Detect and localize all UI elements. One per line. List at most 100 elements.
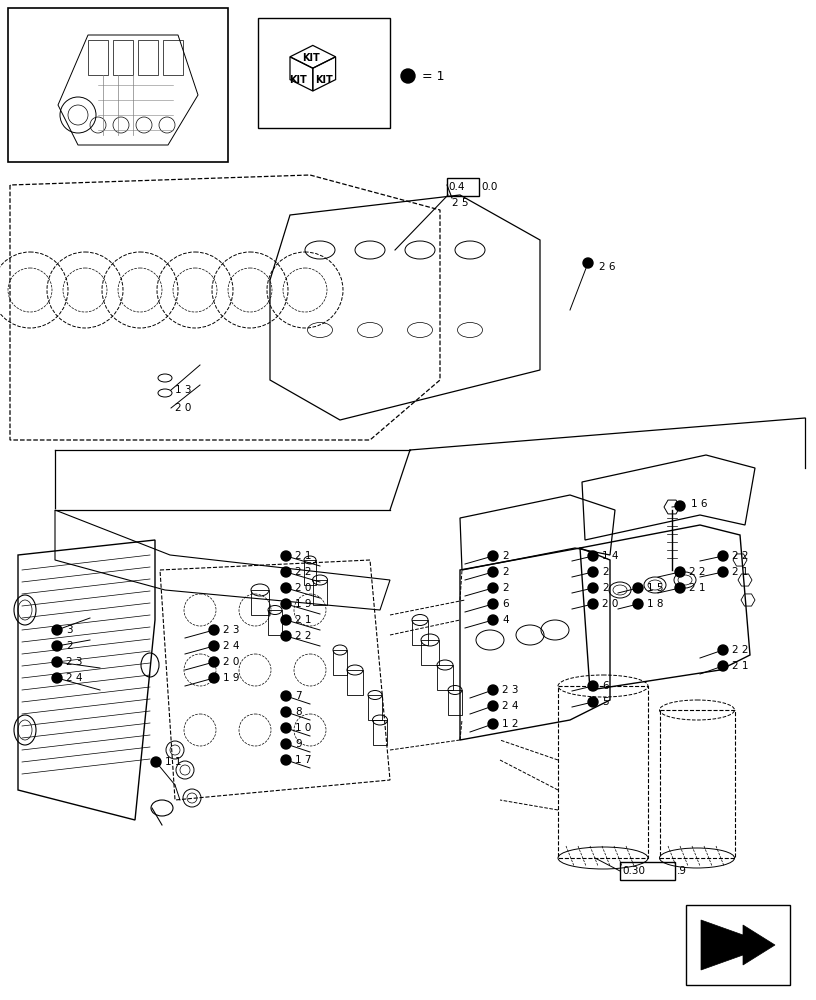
Text: 2 1: 2 1 <box>732 567 748 577</box>
Text: 8: 8 <box>295 707 302 717</box>
Circle shape <box>281 599 291 609</box>
Circle shape <box>209 673 219 683</box>
Text: 0.4: 0.4 <box>448 182 464 192</box>
Circle shape <box>488 599 498 609</box>
Circle shape <box>718 645 728 655</box>
Bar <box>412 620 428 645</box>
Circle shape <box>588 697 598 707</box>
Text: 4: 4 <box>502 615 508 625</box>
Circle shape <box>281 723 291 733</box>
Text: 0.0: 0.0 <box>481 182 498 192</box>
Circle shape <box>583 258 593 268</box>
Text: 2: 2 <box>502 551 508 561</box>
Bar <box>373 720 387 745</box>
Bar <box>313 580 327 605</box>
Bar <box>437 665 453 690</box>
Circle shape <box>281 707 291 717</box>
Bar <box>448 690 462 715</box>
Text: 2 1: 2 1 <box>295 551 312 561</box>
Text: 2 0: 2 0 <box>602 599 619 609</box>
Text: 2 1: 2 1 <box>689 583 706 593</box>
Circle shape <box>718 567 728 577</box>
Circle shape <box>52 641 62 651</box>
Bar <box>421 640 439 665</box>
Bar <box>368 695 382 720</box>
Circle shape <box>281 631 291 641</box>
Text: 1 5: 1 5 <box>647 583 663 593</box>
Text: 1 3: 1 3 <box>175 385 192 395</box>
Text: 6: 6 <box>502 599 508 609</box>
Circle shape <box>675 567 685 577</box>
Circle shape <box>209 625 219 635</box>
Bar <box>347 670 363 695</box>
Text: 2 3: 2 3 <box>502 685 518 695</box>
Circle shape <box>718 551 728 561</box>
Text: 2 2: 2 2 <box>732 551 748 561</box>
Bar <box>620 862 675 880</box>
Bar <box>304 560 316 585</box>
Text: KIT: KIT <box>302 53 320 63</box>
Text: 2: 2 <box>66 641 73 651</box>
Text: 2: 2 <box>502 567 508 577</box>
Text: 2 1: 2 1 <box>732 661 748 671</box>
Text: 2 4: 2 4 <box>502 701 518 711</box>
Circle shape <box>52 657 62 667</box>
Text: 1 6: 1 6 <box>691 499 707 509</box>
Circle shape <box>281 691 291 701</box>
Text: 6: 6 <box>602 681 609 691</box>
Bar <box>113 40 133 75</box>
Circle shape <box>281 615 291 625</box>
Text: KIT: KIT <box>290 75 308 85</box>
Text: 2 3: 2 3 <box>223 625 240 635</box>
Text: 0.30: 0.30 <box>622 866 645 876</box>
Circle shape <box>588 583 598 593</box>
Text: 2 0: 2 0 <box>175 403 192 413</box>
Circle shape <box>588 567 598 577</box>
Bar <box>8 8 228 162</box>
Text: 2 5: 2 5 <box>452 198 468 208</box>
Circle shape <box>633 583 643 593</box>
Text: 2 4: 2 4 <box>66 673 82 683</box>
Text: 2 0: 2 0 <box>295 583 312 593</box>
Circle shape <box>488 551 498 561</box>
Bar <box>163 40 183 75</box>
Bar <box>686 905 790 985</box>
Text: 1 0: 1 0 <box>295 723 312 733</box>
Circle shape <box>281 755 291 765</box>
Circle shape <box>633 599 643 609</box>
Circle shape <box>675 501 685 511</box>
Circle shape <box>209 641 219 651</box>
Bar <box>251 590 269 615</box>
Text: 2 2: 2 2 <box>732 645 748 655</box>
Text: = 1: = 1 <box>422 70 445 83</box>
Circle shape <box>488 685 498 695</box>
Text: 1 9: 1 9 <box>223 673 240 683</box>
Text: .9: .9 <box>677 866 687 876</box>
Text: 2: 2 <box>602 567 609 577</box>
Circle shape <box>488 583 498 593</box>
Circle shape <box>52 625 62 635</box>
Circle shape <box>488 719 498 729</box>
Text: 5: 5 <box>602 697 609 707</box>
Circle shape <box>588 599 598 609</box>
Text: 2 3: 2 3 <box>66 657 82 667</box>
Circle shape <box>281 567 291 577</box>
Text: 9: 9 <box>295 739 302 749</box>
Text: 2: 2 <box>502 583 508 593</box>
Circle shape <box>488 567 498 577</box>
Circle shape <box>281 583 291 593</box>
Circle shape <box>488 615 498 625</box>
Text: KIT: KIT <box>315 75 333 85</box>
Text: 1 2: 1 2 <box>502 719 518 729</box>
Circle shape <box>401 69 415 83</box>
Text: 7: 7 <box>295 691 302 701</box>
Circle shape <box>718 661 728 671</box>
Circle shape <box>52 673 62 683</box>
Circle shape <box>588 551 598 561</box>
Text: 3: 3 <box>66 625 73 635</box>
Circle shape <box>588 681 598 691</box>
Text: 1 7: 1 7 <box>295 755 312 765</box>
Text: 1 8: 1 8 <box>647 599 663 609</box>
Text: 1 4: 1 4 <box>602 551 619 561</box>
Circle shape <box>281 551 291 561</box>
